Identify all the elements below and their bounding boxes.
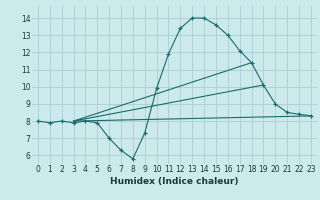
- X-axis label: Humidex (Indice chaleur): Humidex (Indice chaleur): [110, 177, 239, 186]
